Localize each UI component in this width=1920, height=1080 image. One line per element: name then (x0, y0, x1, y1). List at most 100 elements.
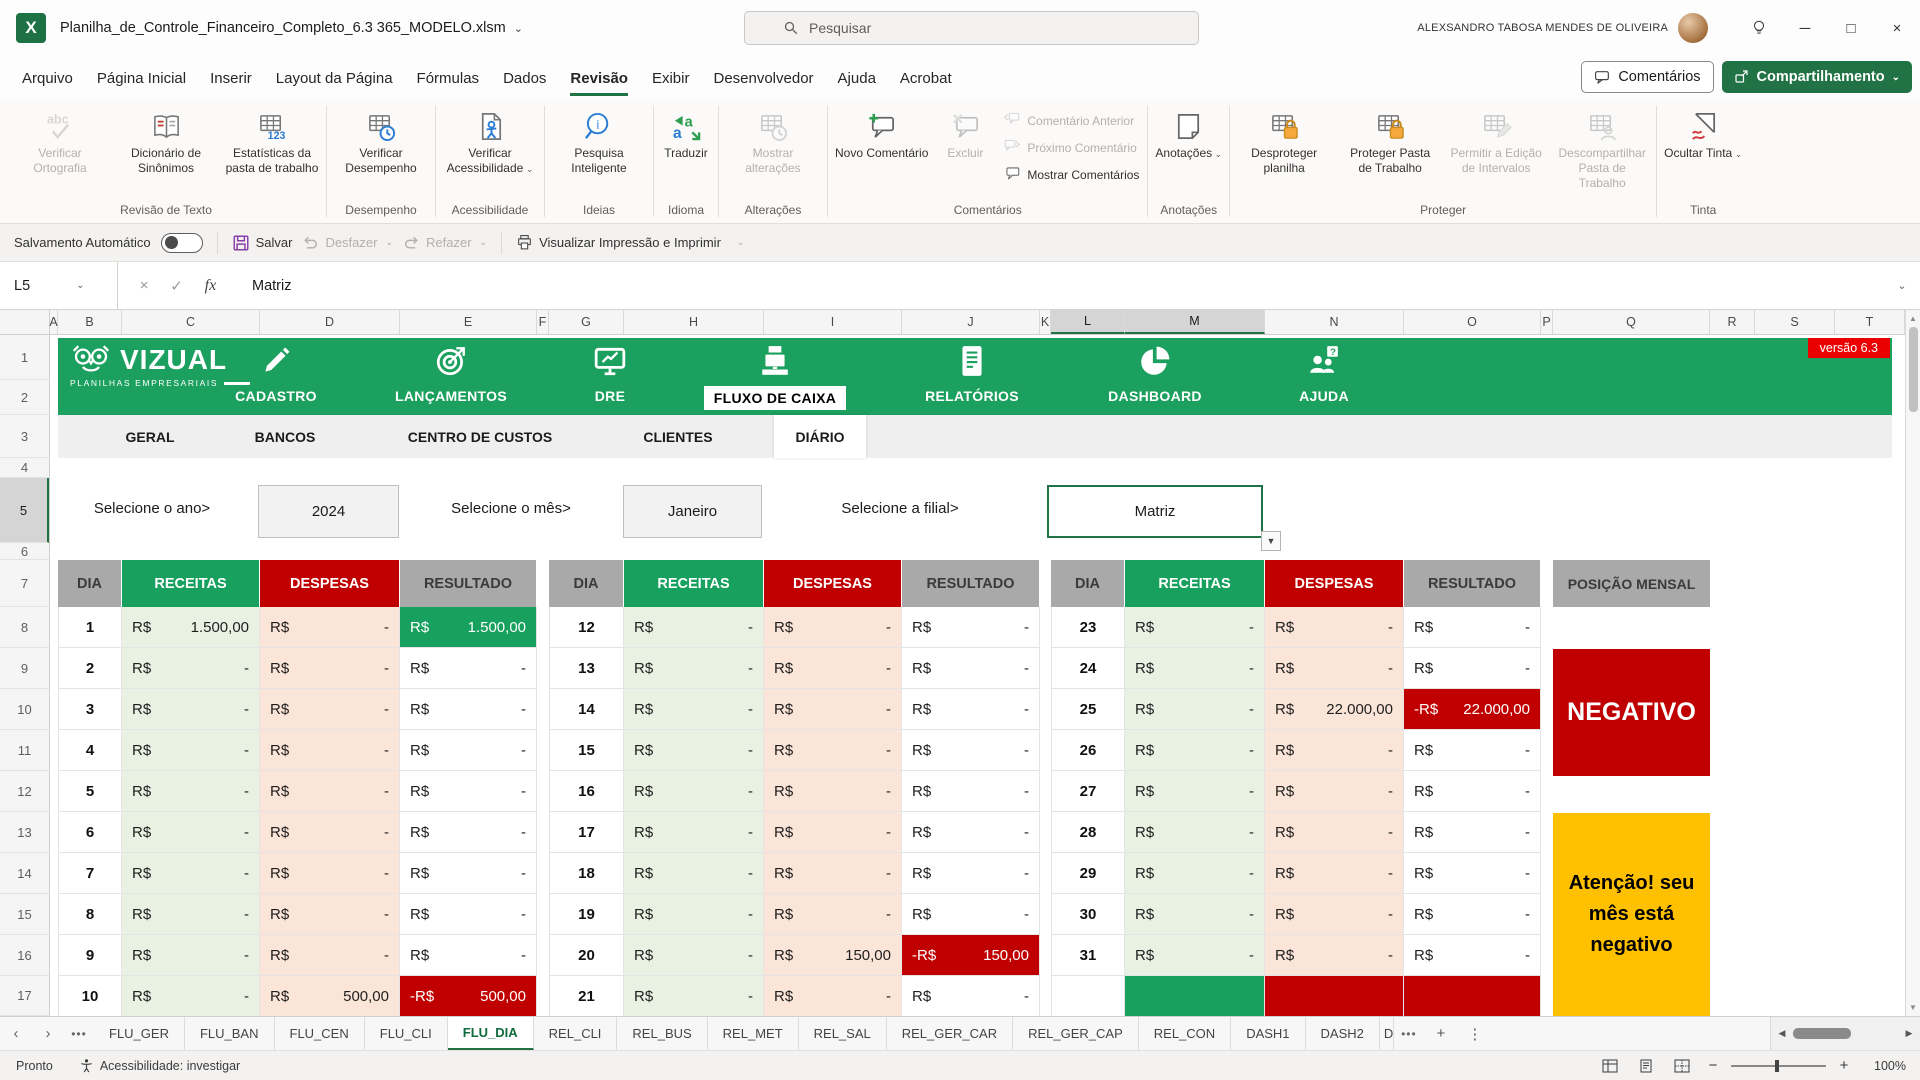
value-cell[interactable]: R$ - (260, 894, 400, 935)
value-cell[interactable]: R$ - (902, 607, 1040, 648)
row-header-3[interactable]: 3 (0, 415, 49, 458)
menu-inserir[interactable]: Inserir (210, 69, 252, 87)
day-cell[interactable]: 18 (549, 853, 624, 894)
menu-ajuda[interactable]: Ajuda (837, 69, 876, 87)
value-cell[interactable]: R$ - (400, 812, 537, 853)
value-cell[interactable]: R$ - (1265, 607, 1404, 648)
value-cell[interactable]: R$ - (624, 935, 764, 976)
sheet-nav-more-icon[interactable]: ••• (71, 1026, 87, 1041)
horizontal-scrollbar[interactable]: ◀ ▶ (1770, 1017, 1920, 1050)
subtab-geral[interactable]: GERAL (125, 428, 175, 445)
row-header-16[interactable]: 16 (0, 935, 49, 976)
menu-layout-da-pagina[interactable]: Layout da Página (275, 69, 393, 87)
value-cell[interactable]: R$ - (902, 689, 1040, 730)
day-cell[interactable]: 27 (1051, 771, 1125, 812)
value-cell[interactable]: R$ - (122, 771, 260, 812)
zoom-slider-knob[interactable] (1775, 1059, 1779, 1072)
value-cell[interactable]: R$ - (1404, 935, 1541, 976)
banner-tab-dashboard[interactable]: DASHBOARD (1070, 344, 1240, 404)
sheet-tab-flu-dia[interactable]: FLU_DIA (447, 1017, 534, 1050)
value-cell[interactable]: R$ 1.500,00 (122, 607, 260, 648)
day-cell[interactable]: 26 (1051, 730, 1125, 771)
value-cell[interactable]: R$ - (400, 935, 537, 976)
save-button[interactable]: Salvar (232, 234, 292, 252)
value-cell[interactable]: R$ - (1265, 812, 1404, 853)
day-cell[interactable]: 20 (549, 935, 624, 976)
value-cell[interactable]: R$ - (902, 853, 1040, 894)
zoom-level[interactable]: 100% (1874, 1058, 1906, 1073)
value-cell[interactable]: R$ - (1125, 689, 1265, 730)
value-cell[interactable]: R$ - (122, 689, 260, 730)
add-sheet-button[interactable]: + (1436, 1025, 1446, 1042)
value-cell[interactable]: R$ - (764, 771, 902, 812)
zoom-out-button[interactable]: − (1708, 1057, 1718, 1074)
value-cell[interactable]: R$ - (624, 648, 764, 689)
day-cell[interactable]: 7 (58, 853, 122, 894)
value-cell[interactable]: R$ - (902, 812, 1040, 853)
scroll-down-icon[interactable]: ▼ (1909, 1003, 1917, 1012)
column-header-i[interactable]: I (764, 310, 902, 334)
column-header-f[interactable]: F (537, 310, 549, 334)
value-cell[interactable]: -R$ 22.000,00 (1404, 689, 1541, 730)
search-bar[interactable] (744, 11, 1199, 45)
subtab-diario[interactable]: DIÁRIO (774, 415, 866, 458)
close-button[interactable]: × (1892, 19, 1902, 37)
day-cell[interactable]: 8 (58, 894, 122, 935)
value-cell[interactable]: R$ - (1265, 648, 1404, 689)
formula-bar-expand-icon[interactable]: ⌄ (1897, 280, 1907, 292)
value-cell[interactable]: -R$ 150,00 (902, 935, 1040, 976)
ribbon-estatisticas-da-pasta-de-trabalho[interactable]: 123 Estatísticas da pasta de trabalho (220, 106, 324, 179)
column-header-t[interactable]: T (1835, 310, 1905, 334)
value-cell[interactable]: R$ - (1404, 607, 1541, 648)
day-cell[interactable]: 23 (1051, 607, 1125, 648)
day-cell[interactable]: 2 (58, 648, 122, 689)
name-box[interactable]: L5 ⌄ (0, 262, 118, 309)
day-cell[interactable]: 19 (549, 894, 624, 935)
sheet-nav-left-icon[interactable]: ‹ (13, 1025, 19, 1042)
ribbon-verificar-desempenho[interactable]: Verificar Desempenho (329, 106, 433, 179)
value-cell[interactable]: R$ - (122, 730, 260, 771)
day-cell[interactable]: 21 (549, 976, 624, 1016)
sheet-tab-rel-cli[interactable]: REL_CLI (534, 1017, 618, 1050)
value-cell[interactable]: R$ 500,00 (260, 976, 400, 1016)
row-header-15[interactable]: 15 (0, 894, 49, 935)
value-cell[interactable]: R$ - (1125, 607, 1265, 648)
sheet-tab-dash1[interactable]: DASH1 (1231, 1017, 1306, 1050)
row-header-17[interactable]: 17 (0, 976, 49, 1016)
value-cell[interactable]: R$ - (1404, 730, 1541, 771)
value-cell[interactable]: R$ - (1404, 894, 1541, 935)
row-header-4[interactable]: 4 (0, 458, 49, 478)
value-cell[interactable]: R$ - (1265, 730, 1404, 771)
sheet-nav-right-icon[interactable]: › (45, 1025, 51, 1042)
day-cell[interactable]: 5 (58, 771, 122, 812)
value-cell[interactable]: R$ - (1265, 894, 1404, 935)
value-cell[interactable]: R$ - (1404, 853, 1541, 894)
day-cell[interactable]: 15 (549, 730, 624, 771)
value-cell[interactable]: R$ - (624, 730, 764, 771)
row-header-9[interactable]: 9 (0, 648, 49, 689)
value-cell[interactable]: R$ - (764, 607, 902, 648)
value-cell[interactable]: R$ - (260, 935, 400, 976)
value-cell[interactable]: R$ - (260, 689, 400, 730)
ribbon-verificar-ortografia[interactable]: abc Verificar Ortografia (8, 106, 112, 179)
day-cell[interactable]: 10 (58, 976, 122, 1016)
value-cell[interactable]: R$ - (400, 894, 537, 935)
value-cell[interactable]: R$ - (122, 894, 260, 935)
ribbon-pesquisa-inteligente[interactable]: i Pesquisa Inteligente (547, 106, 651, 179)
undo-button[interactable]: Desfazer ⌄ (302, 234, 393, 251)
formula-input[interactable]: Matriz (252, 277, 292, 294)
sheet-tab-flu-ban[interactable]: FLU_BAN (185, 1017, 275, 1050)
value-cell[interactable]: R$ - (400, 853, 537, 894)
value-cell[interactable]: R$ - (764, 812, 902, 853)
value-cell[interactable]: R$ - (260, 648, 400, 689)
value-cell[interactable]: R$ - (1404, 812, 1541, 853)
menu-pagina-inicial[interactable]: Página Inicial (96, 69, 187, 87)
search-input[interactable] (809, 20, 1109, 36)
partial-sheet-tab[interactable]: D (1380, 1017, 1394, 1050)
ribbon-novo-comentario[interactable]: Novo Comentário (830, 106, 933, 164)
select-all-corner[interactable] (0, 310, 50, 334)
value-cell[interactable]: R$ - (902, 894, 1040, 935)
value-cell[interactable]: R$ - (260, 730, 400, 771)
vertical-scroll-thumb[interactable] (1908, 327, 1918, 412)
column-header-s[interactable]: S (1755, 310, 1835, 334)
